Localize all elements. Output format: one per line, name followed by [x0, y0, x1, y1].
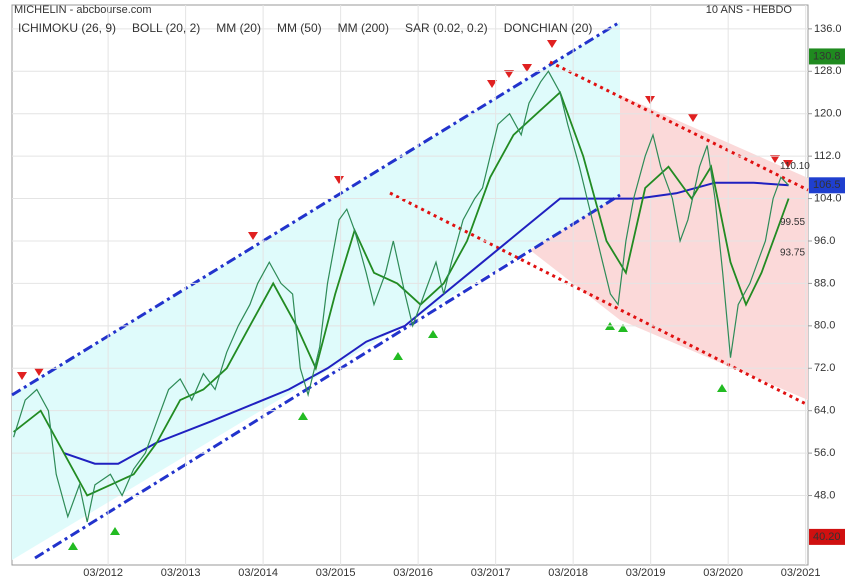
x-tick-label: 03/2015: [316, 567, 356, 579]
chart-title: MICHELIN - abcbourse.com: [14, 4, 152, 16]
y-tick-label: 96.0: [814, 235, 835, 247]
y-tick-label: 88.0: [814, 277, 835, 289]
legend-entry: MM (20): [216, 21, 261, 35]
x-tick-label: 03/2020: [703, 567, 743, 579]
y-tick-label: 72.0: [814, 362, 835, 374]
x-tick-label: 03/2013: [161, 567, 201, 579]
level-label: 99.55: [780, 217, 805, 228]
price-badge-label: 130.8: [813, 50, 841, 62]
legend-entry: BOLL (20, 2): [132, 21, 200, 35]
price-badge-label: 40.20: [813, 531, 841, 543]
price-line: [13, 70, 790, 523]
price-badge: [809, 48, 845, 65]
y-tick-label: 128.0: [814, 65, 842, 77]
legend-entry: DONCHIAN (20): [504, 21, 593, 35]
price-badge-label: 106.5: [813, 179, 841, 191]
price-badge: [809, 528, 845, 545]
x-tick-label: 03/2012: [83, 567, 123, 579]
y-tick-label: 136.0: [814, 23, 842, 35]
y-tick-label: 120.0: [814, 108, 842, 120]
legend-entry: ICHIMOKU (26, 9): [18, 21, 116, 35]
y-tick-label: 48.0: [814, 489, 835, 501]
trend-line: [549, 60, 809, 192]
channel-line: [11, 20, 621, 397]
legend-entry: MM (200): [338, 21, 389, 35]
legend-entry: MM (50): [277, 21, 322, 35]
y-tick-label: 104.0: [814, 192, 842, 204]
x-tick-label: 03/2021: [781, 567, 821, 579]
y-tick-label: 112.0: [814, 150, 841, 162]
level-label: 110.10: [780, 161, 810, 172]
x-tick-label: 03/2014: [238, 567, 278, 579]
trend-line: [389, 191, 809, 407]
chart-subtitle: 10 ANS - HEBDO: [706, 4, 793, 16]
level-label: 93.75: [780, 248, 805, 259]
x-tick-label: 03/2018: [548, 567, 588, 579]
down-channel: [530, 95, 808, 400]
x-tick-label: 03/2019: [626, 567, 666, 579]
y-tick-label: 56.0: [814, 447, 835, 459]
y-tick-label: 64.0: [814, 405, 835, 417]
x-tick-label: 03/2016: [393, 567, 433, 579]
price-badge: [809, 177, 845, 194]
y-tick-label: 80.0: [814, 320, 835, 332]
x-tick-label: 03/2017: [471, 567, 511, 579]
channel-line: [34, 193, 621, 560]
legend-entry: SAR (0.02, 0.2): [405, 21, 488, 35]
